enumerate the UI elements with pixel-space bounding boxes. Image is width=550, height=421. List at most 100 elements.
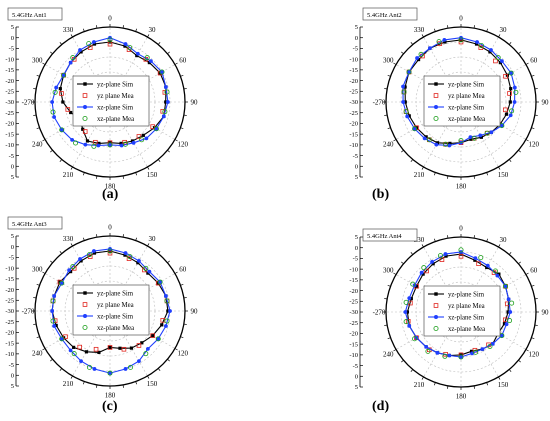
- angle-tick-label: 180: [105, 183, 116, 191]
- series-point-xz-mea: [479, 43, 485, 49]
- series-point-xz-sim: [434, 142, 439, 147]
- outer-tick: [42, 348, 46, 351]
- series-point-xz-sim: [52, 324, 57, 328]
- series-point-yz-sim: [79, 259, 83, 263]
- outer-tick: [534, 114, 538, 116]
- series-point-yz-sim: [469, 137, 473, 141]
- legend-marker: [433, 93, 439, 98]
- radial-tick-label: -10: [5, 265, 14, 272]
- series-point-xz-sim: [401, 100, 406, 104]
- series-point-yz-mea: [150, 333, 155, 338]
- series-point-yz-sim: [129, 346, 134, 350]
- outer-tick: [508, 369, 512, 372]
- series-point-xz-mea: [436, 39, 442, 45]
- radial-tick-label: 0: [11, 35, 14, 42]
- series-point-xz-sim: [485, 263, 490, 268]
- radial-tick-label: -15: [5, 276, 14, 283]
- radial-tick-label: -5: [9, 153, 14, 160]
- panel-tag: 5.4GHz Ant4: [367, 233, 402, 240]
- outer-tick: [96, 384, 98, 388]
- series-point-yz-mea: [476, 261, 481, 266]
- outer-tick: [147, 375, 150, 379]
- outer-tick: [36, 336, 40, 339]
- series-point-xz-sim: [59, 127, 64, 132]
- outer-tick: [59, 368, 63, 371]
- legend-marker: [83, 82, 87, 86]
- series-point-xz-mea: [437, 253, 443, 259]
- series-point-yz-mea: [503, 107, 508, 113]
- series-point-xz-sim: [509, 71, 514, 75]
- series-point-yz-sim: [164, 100, 168, 104]
- series-point-xz-sim: [424, 344, 429, 349]
- outer-tick: [157, 42, 161, 45]
- legend-label: xz-plane Mea: [448, 116, 485, 123]
- legend-label: xz-plane Sim: [448, 314, 485, 321]
- outer-tick: [157, 368, 161, 371]
- outer-tick: [167, 51, 170, 55]
- series-point-yz-sim: [502, 322, 507, 326]
- series-point-yz-mea: [93, 346, 99, 352]
- series-point-yz-sim: [141, 133, 145, 137]
- series-point-xz-sim: [68, 60, 73, 65]
- outer-tick: [96, 175, 98, 179]
- series-point-yz-sim: [407, 114, 411, 118]
- series-point-xz-sim: [447, 143, 452, 148]
- outer-tick: [59, 42, 63, 45]
- outer-tick: [183, 297, 187, 299]
- outer-tick: [525, 62, 529, 65]
- series-point-xz-mea: [401, 89, 407, 95]
- series-point-xz-sim: [154, 126, 159, 131]
- series-point-xz-mea: [139, 137, 145, 143]
- angle-tick-label: 150: [147, 380, 158, 388]
- radial-tick-label: 0: [355, 163, 358, 170]
- series-point-xz-mea: [487, 343, 493, 349]
- outer-tick: [401, 261, 404, 265]
- outer-tick: [393, 349, 397, 352]
- angle-tick-label: 120: [528, 141, 539, 149]
- outer-tick: [122, 25, 124, 29]
- outer-tick: [433, 382, 436, 386]
- radial-tick-label: -15: [5, 67, 14, 74]
- series-point-xz-sim: [499, 333, 504, 338]
- series-point-xz-mea: [492, 268, 498, 274]
- series-point-xz-sim: [145, 346, 150, 351]
- outer-tick: [82, 28, 85, 32]
- series-point-xz-sim: [403, 310, 408, 314]
- outer-tick: [518, 51, 521, 55]
- series-point-yz-sim: [504, 112, 509, 116]
- series-point-xz-sim: [67, 268, 71, 272]
- series-point-xz-mea: [107, 370, 113, 376]
- radial-tick-label: 5: [355, 24, 358, 31]
- series-point-yz-mea: [458, 253, 464, 259]
- legend-label: xz-plane Mea: [97, 116, 134, 123]
- series-point-xz-mea: [164, 298, 170, 304]
- series-point-xz-sim: [50, 309, 55, 313]
- outer-tick: [183, 323, 187, 325]
- outer-tick: [433, 238, 436, 242]
- outer-tick: [410, 159, 414, 162]
- series-point-xz-sim: [137, 258, 141, 263]
- angle-tick-label: 330: [63, 235, 74, 243]
- series-point-xz-sim: [79, 359, 83, 364]
- series-point-xz-mea: [86, 364, 92, 370]
- outer-tick: [147, 243, 150, 247]
- outer-tick: [167, 149, 170, 153]
- series-point-xz-mea: [495, 55, 501, 61]
- radial-tick-label: -15: [5, 340, 14, 347]
- outer-tick: [518, 359, 521, 363]
- radial-tick-label: -10: [349, 142, 358, 149]
- radial-tick-label: -5: [9, 362, 14, 369]
- outer-tick: [70, 375, 73, 379]
- series-point-xz-sim: [147, 269, 152, 274]
- radial-tick-label: -10: [5, 142, 14, 149]
- radial-tick-label: 0: [11, 244, 14, 251]
- series-point-xz-sim: [161, 114, 166, 119]
- series-point-yz-sim: [473, 258, 477, 262]
- legend-marker: [83, 314, 87, 318]
- radial-tick-label: -25: [5, 110, 14, 117]
- outer-tick: [421, 244, 424, 248]
- series-point-xz-sim: [443, 252, 448, 256]
- outer-tick: [447, 25, 449, 29]
- series-point-yz-sim: [416, 57, 421, 62]
- series-point-yz-sim: [435, 141, 440, 145]
